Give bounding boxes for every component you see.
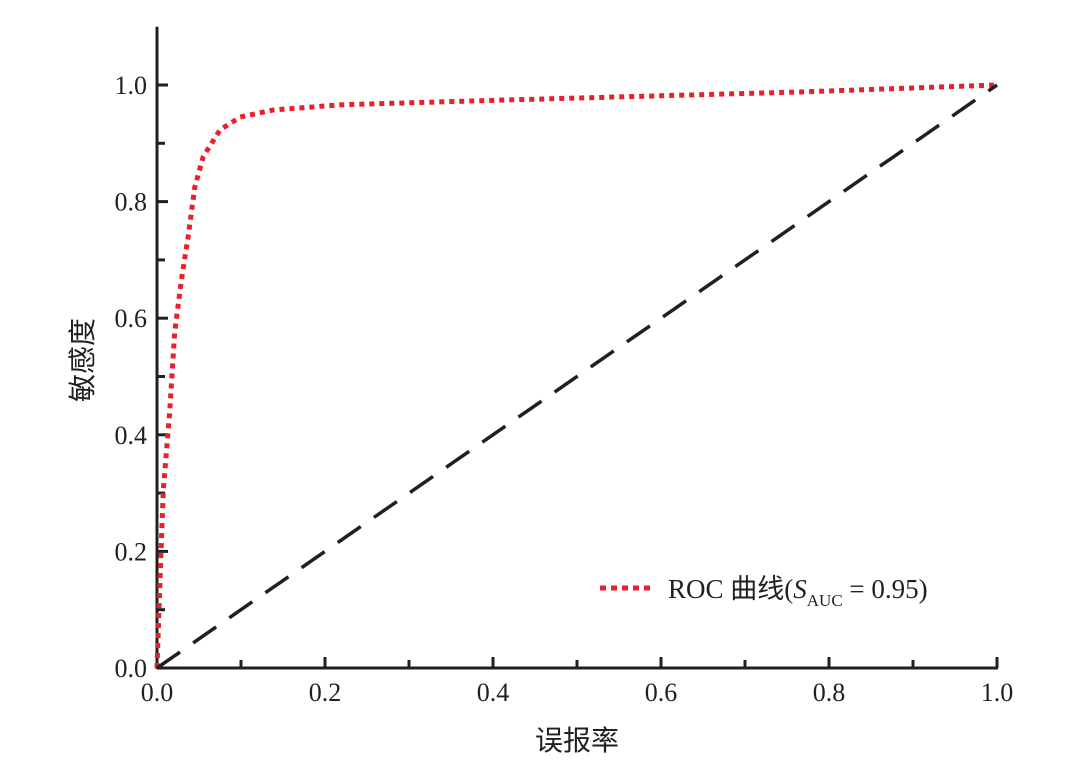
legend-label-roc: ROC 曲线(SAUC = 0.95) bbox=[668, 574, 928, 610]
y-tick-label: 0.6 bbox=[115, 304, 148, 333]
diagonal-reference-line bbox=[156, 83, 998, 670]
x-tick-label: 0.0 bbox=[141, 678, 174, 707]
y-tick-label: 0.2 bbox=[115, 537, 148, 566]
y-tick-label: 0.8 bbox=[115, 188, 148, 217]
x-tick-label: 0.4 bbox=[477, 678, 510, 707]
y-tick-label: 0.4 bbox=[115, 421, 148, 450]
x-tick-label: 0.2 bbox=[309, 678, 342, 707]
y-axis-label: 敏感度 bbox=[67, 318, 99, 402]
roc-curve-line bbox=[154, 82, 998, 669]
x-axis-label: 误报率 bbox=[535, 725, 619, 757]
x-tick-label: 1.0 bbox=[981, 678, 1014, 707]
x-tick-label: 0.8 bbox=[813, 678, 846, 707]
y-tick-label: 1.0 bbox=[115, 71, 148, 100]
y-tick-label: 0.0 bbox=[115, 654, 148, 683]
x-tick-label: 0.6 bbox=[645, 678, 678, 707]
legend: ROC 曲线(SAUC = 0.95) bbox=[600, 574, 928, 610]
